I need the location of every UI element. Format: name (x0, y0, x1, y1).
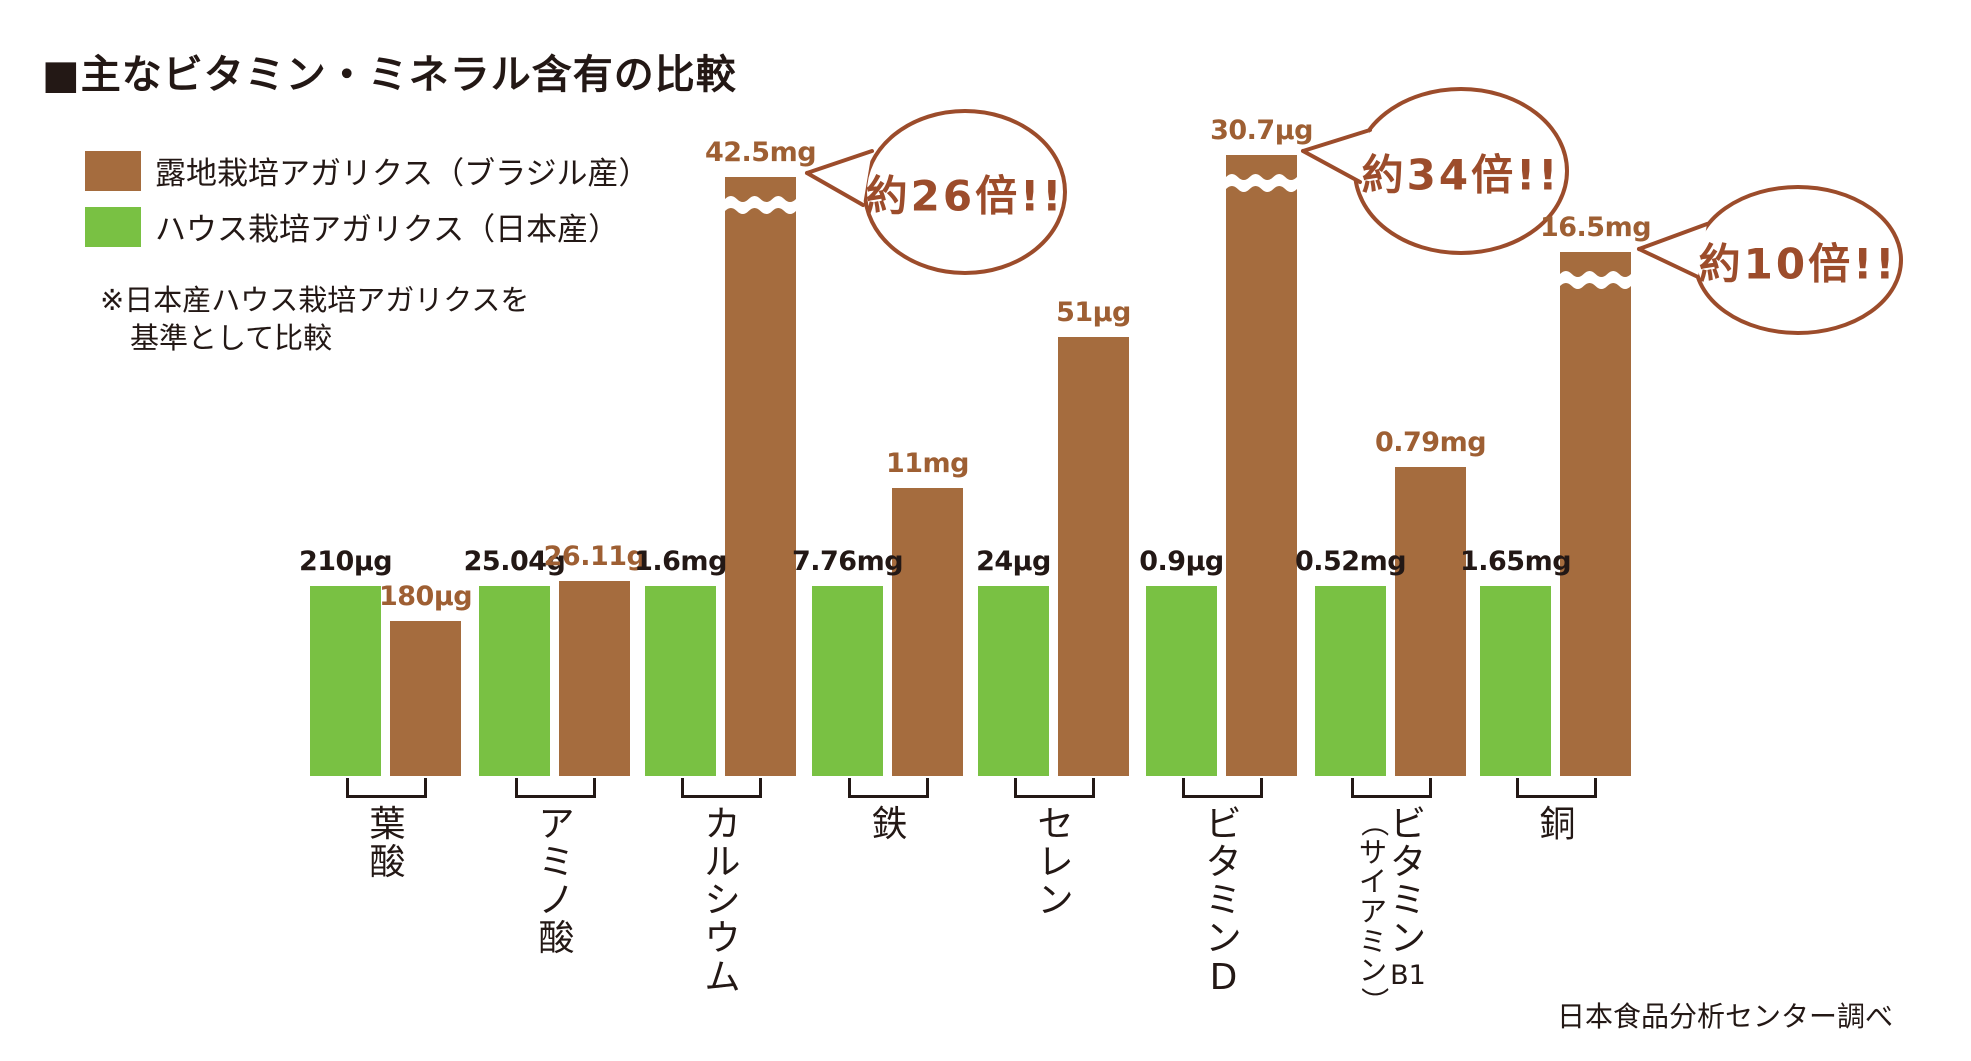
value-label-open-field-vitamin-b1: 0.79mg (1374, 427, 1487, 458)
vertical-label-column: アミノ酸 (538, 804, 575, 960)
legend-item-open-field: 露地栽培アガリクス（ブラジル産） (85, 150, 650, 192)
value-label-house-copper: 1.65mg (1459, 546, 1572, 577)
bar-open-field-vitamin-b1 (1395, 467, 1466, 776)
bar-house-amino-acid (479, 586, 550, 776)
value-label-open-field-iron: 11mg (885, 448, 970, 479)
chart-title: ■主なビタミン・ミネラル含有の比較 (42, 52, 737, 98)
legend-label-open-field: 露地栽培アガリクス（ブラジル産） (155, 156, 650, 192)
speech-bubble (1301, 87, 1569, 255)
vertical-label-column: 銅 (1539, 804, 1576, 845)
category-bracket-iron (848, 778, 929, 798)
category-bracket-amino-acid (515, 778, 596, 798)
value-label-house-calcium: 1.6mg (634, 546, 727, 577)
value-label-open-field-selenium: 51µg (1056, 297, 1131, 328)
vertical-label-column: 葉酸 (369, 804, 406, 884)
bar-open-field-selenium (1058, 337, 1129, 776)
vertical-label-column: カルシウム (704, 804, 741, 998)
bar-open-field-amino-acid (559, 581, 630, 776)
value-label-open-field-amino-acid: 26.11g (543, 541, 646, 572)
value-label-house-vitamin-b1: 0.52mg (1294, 546, 1407, 577)
bar-open-field-copper (1560, 252, 1631, 776)
axis-break-wave (725, 196, 796, 214)
category-bracket-calcium (681, 778, 762, 798)
bar-open-field-iron (892, 488, 963, 776)
speech-bubble (1637, 185, 1903, 335)
legend-swatch-green (85, 206, 141, 247)
bar-house-calcium (645, 586, 716, 776)
comparison-note: ※日本産ハウス栽培アガリクスを 基準として比較 (100, 282, 529, 357)
category-bracket-selenium (1014, 778, 1095, 798)
bubble-multiplier-text: 約34倍!! (1361, 150, 1561, 200)
category-bracket-copper (1516, 778, 1597, 798)
speech-bubble (805, 109, 1067, 275)
value-label-house-selenium: 24µg (976, 546, 1051, 577)
bubble-multiplier-text: 約26倍!! (865, 171, 1065, 221)
vertical-label-column: 鉄 (871, 804, 908, 845)
value-label-house-folate: 210µg (298, 546, 393, 577)
bar-open-field-vitamin-d (1226, 155, 1297, 776)
bar-open-field-folate (390, 621, 461, 776)
bubble-multiplier-text: 約10倍!! (1698, 239, 1898, 289)
legend-label-house: ハウス栽培アガリクス（日本産） (155, 212, 620, 248)
value-label-house-vitamin-d: 0.9µg (1139, 546, 1224, 577)
category-label-folate: 葉酸 (369, 804, 406, 884)
value-label-open-field-calcium: 42.5mg (704, 137, 817, 168)
value-label-open-field-vitamin-d: 30.7µg (1210, 115, 1313, 146)
bar-house-vitamin-b1 (1315, 586, 1386, 776)
bar-house-iron (812, 586, 883, 776)
legend-swatch-brown (85, 150, 141, 191)
bar-house-folate (310, 586, 381, 776)
bar-house-selenium (978, 586, 1049, 776)
source-credit: 日本食品分析センター調べ (1556, 1000, 1893, 1033)
bar-house-vitamin-d (1146, 586, 1217, 776)
category-bracket-vitamin-d (1182, 778, 1263, 798)
note-line-2: 基準として比較 (130, 320, 333, 355)
category-bracket-vitamin-b1 (1351, 778, 1432, 798)
value-label-house-iron: 7.76mg (791, 546, 904, 577)
legend-item-house: ハウス栽培アガリクス（日本産） (85, 206, 649, 248)
value-label-house-amino-acid: 25.04g (463, 546, 566, 577)
note-line-1: ※日本産ハウス栽培アガリクスを (100, 283, 530, 317)
category-label-calcium: カルシウム (704, 804, 741, 998)
category-label-copper: 銅 (1539, 804, 1576, 845)
legend: 露地栽培アガリクス（ブラジル産） ハウス栽培アガリクス（日本産） (85, 150, 649, 262)
axis-break-wave (1226, 174, 1297, 192)
value-label-open-field-folate: 180µg (378, 581, 473, 612)
category-label-amino-acid: アミノ酸 (538, 804, 575, 960)
axis-break-wave (1560, 271, 1631, 289)
vertical-label-column: （サイアミン） (1356, 808, 1390, 1015)
bar-open-field-calcium (725, 177, 796, 776)
value-label-open-field-copper: 16.5mg (1539, 212, 1652, 243)
category-label-vitamin-b1: （サイアミン）ビタミン B1 (1356, 804, 1427, 1016)
category-bracket-folate (346, 778, 427, 798)
category-label-iron: 鉄 (871, 804, 908, 845)
bar-house-copper (1480, 586, 1551, 776)
vertical-label-column: ビタミン B1 (1390, 804, 1427, 991)
vertical-label-column: セレン (1037, 804, 1074, 922)
category-label-selenium: セレン (1037, 804, 1074, 922)
